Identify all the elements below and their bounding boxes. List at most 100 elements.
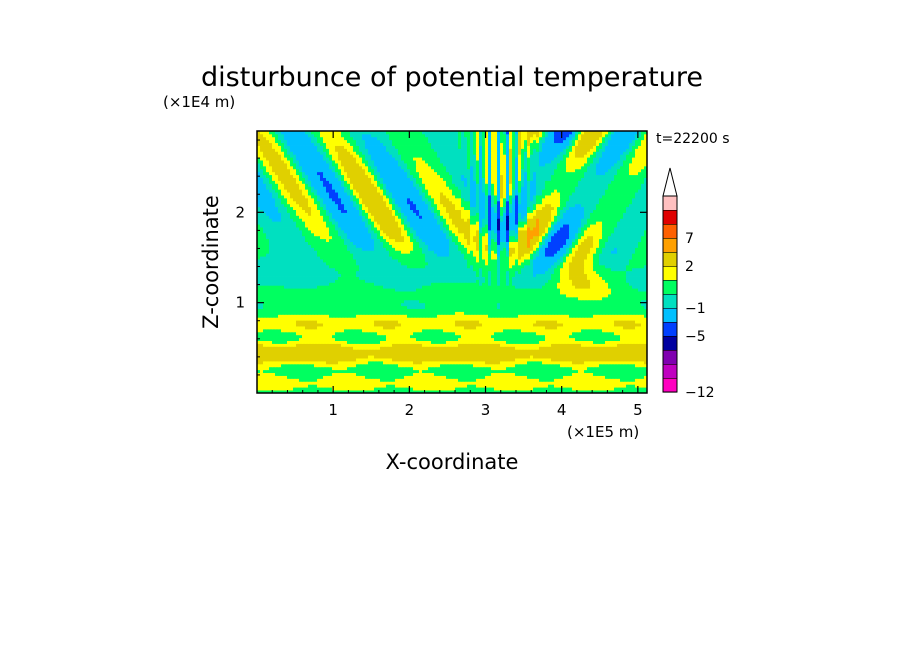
heatmap-cell [476, 390, 480, 393]
heatmap-cell [491, 308, 495, 312]
heatmap-cell [452, 328, 456, 333]
heatmap-cell [617, 291, 621, 295]
heatmap-cell [533, 355, 537, 359]
heatmap-cell [641, 305, 645, 309]
heatmap-cell [350, 308, 354, 312]
heatmap-cell [296, 331, 300, 336]
heatmap-cell [422, 299, 426, 304]
heatmap-cell [380, 358, 384, 362]
heatmap-cell [572, 320, 576, 324]
heatmap-cell [407, 299, 411, 304]
heatmap-cell [560, 346, 564, 350]
heatmap-cell [470, 381, 474, 385]
heatmap-cell [629, 375, 633, 379]
heatmap-cell [329, 331, 333, 336]
heatmap-cell [314, 390, 318, 393]
heatmap-cell [449, 305, 453, 309]
heatmap-cell [524, 378, 528, 382]
heatmap-cell [284, 314, 288, 318]
heatmap-cell [263, 328, 267, 333]
heatmap-cell [455, 343, 459, 347]
heatmap-cell [293, 343, 297, 347]
heatmap-cell [359, 363, 363, 368]
heatmap-cell [590, 334, 594, 339]
heatmap-cell [335, 355, 339, 359]
heatmap-cell [287, 291, 291, 295]
heatmap-cell [359, 320, 363, 324]
heatmap-cell [344, 328, 348, 333]
heatmap-cell [401, 302, 405, 307]
heatmap-cell [431, 363, 435, 368]
heatmap-cell [293, 291, 297, 295]
heatmap-cell [386, 323, 390, 327]
heatmap-cell [503, 363, 507, 368]
heatmap-cell [353, 387, 357, 391]
heatmap-cell [494, 384, 498, 388]
heatmap-cell [485, 326, 489, 330]
heatmap-cell [269, 363, 273, 368]
heatmap-cell [371, 355, 375, 359]
heatmap-cell [431, 285, 435, 289]
heatmap-cell [443, 375, 447, 379]
heatmap-cell [350, 363, 354, 368]
heatmap-cell [434, 343, 438, 347]
heatmap-cell [335, 346, 339, 350]
heatmap-cell [464, 282, 468, 286]
heatmap-cell [494, 314, 498, 318]
heatmap-cell [413, 305, 417, 309]
heatmap-cell [608, 314, 612, 318]
heatmap-cell [542, 375, 546, 379]
heatmap-cell [548, 296, 552, 301]
heatmap-cell [341, 343, 345, 347]
heatmap-cell [314, 328, 318, 333]
heatmap-cell [356, 358, 360, 362]
heatmap-cell [596, 282, 600, 286]
heatmap-cell [491, 282, 495, 286]
heatmap-cell [479, 340, 483, 344]
heatmap-cell [581, 317, 585, 321]
heatmap-cell [368, 308, 372, 312]
heatmap-cell [404, 279, 408, 283]
heatmap-cell [512, 358, 516, 362]
heatmap-cell [605, 331, 609, 336]
heatmap-cell [632, 334, 636, 339]
heatmap-cell [575, 282, 579, 286]
heatmap-cell [272, 323, 276, 327]
heatmap-cell [587, 314, 591, 318]
heatmap-cell [320, 299, 324, 304]
heatmap-cell [623, 314, 627, 318]
heatmap-cell [407, 282, 411, 286]
heatmap-cell [536, 352, 540, 356]
heatmap-cell [476, 326, 480, 330]
heatmap-cell [260, 360, 264, 365]
heatmap-cell [578, 331, 582, 336]
heatmap-cell [569, 288, 573, 292]
heatmap-cell [293, 381, 297, 385]
heatmap-cell [353, 299, 357, 304]
heatmap-cell [608, 343, 612, 347]
heatmap-cell [539, 291, 543, 295]
heatmap-cell [482, 381, 486, 385]
heatmap-cell [527, 346, 531, 350]
heatmap-cell [383, 288, 387, 292]
heatmap-cell [587, 317, 591, 321]
heatmap-cell [509, 334, 513, 339]
heatmap-cell [644, 337, 647, 341]
heatmap-cell [434, 302, 438, 307]
heatmap-cell [446, 366, 450, 371]
heatmap-cell [422, 349, 426, 353]
heatmap-cell [428, 375, 432, 379]
heatmap-cell [491, 360, 495, 365]
heatmap-cell [413, 299, 417, 304]
heatmap-cell [473, 328, 477, 333]
heatmap-cell [623, 387, 627, 391]
heatmap-cell [506, 282, 510, 286]
heatmap-cell [632, 320, 636, 324]
heatmap-cell [395, 363, 399, 368]
heatmap-cell [566, 384, 570, 388]
heatmap-cell [605, 323, 609, 327]
heatmap-cell [272, 352, 276, 356]
heatmap-cell [596, 326, 600, 330]
heatmap-cell [278, 279, 282, 283]
heatmap-cell [575, 288, 579, 292]
